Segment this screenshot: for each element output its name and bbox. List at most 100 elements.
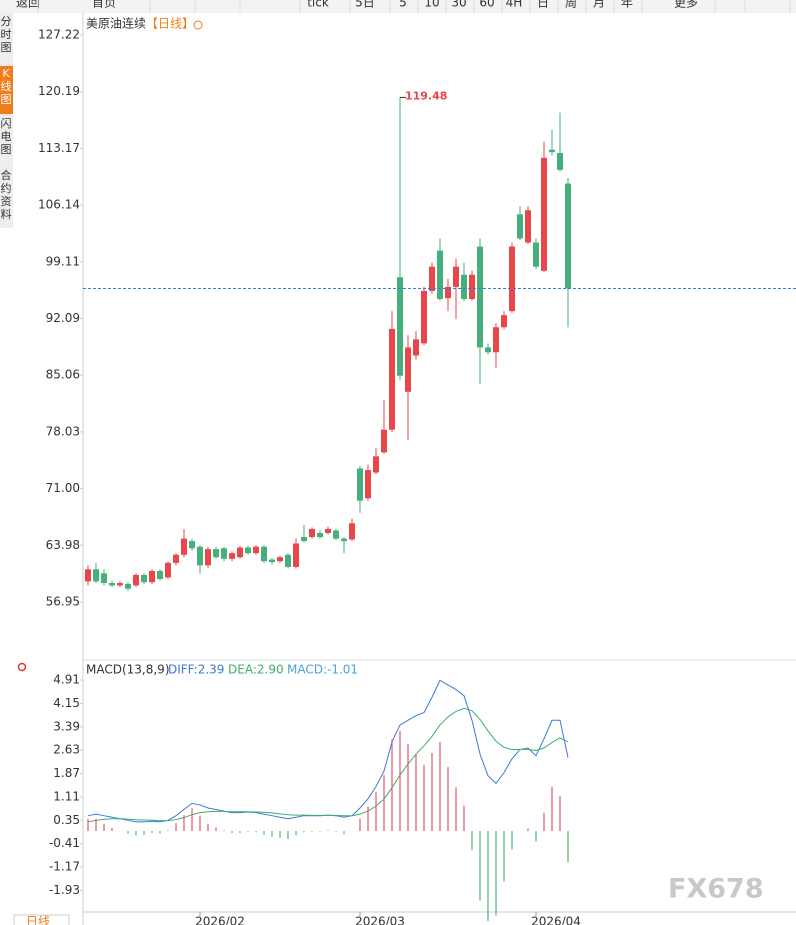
y-tick-label: 3.39 <box>53 719 80 733</box>
watermark: FX678 <box>668 874 764 905</box>
candle-body <box>101 573 107 584</box>
sidebar-tab[interactable]: 合约资料 <box>1 168 12 221</box>
candle-body <box>213 549 219 558</box>
toolbar-button[interactable]: 日 <box>537 0 549 10</box>
candle-body <box>381 429 387 453</box>
candle-body <box>93 569 99 582</box>
candle-body <box>181 538 187 555</box>
active-tab-bg <box>0 66 13 114</box>
toolbar-button[interactable]: 更多 <box>674 0 698 10</box>
legend-entry: DEA:2.90 <box>228 663 284 677</box>
sidebar-tab[interactable]: 分时图 <box>1 15 12 54</box>
candle-body <box>141 574 147 583</box>
toolbar-button[interactable]: 5 <box>399 0 407 10</box>
candle-body <box>429 266 435 291</box>
y-tick-label: 78.03 <box>46 424 80 438</box>
candle-body <box>357 468 363 501</box>
toolbar <box>0 0 796 13</box>
candle-body <box>205 549 211 566</box>
candle-body <box>517 214 523 239</box>
candle-body <box>557 152 563 170</box>
y-tick-label: 85.06 <box>46 368 80 382</box>
candle-body <box>253 546 259 554</box>
candle-body <box>317 532 323 538</box>
y-tick-label: 4.15 <box>53 696 80 710</box>
candle-body <box>189 541 195 549</box>
candle-body <box>541 157 547 271</box>
macd-line <box>87 679 569 823</box>
candle-body <box>309 528 315 538</box>
period-label[interactable]: 【日线】 <box>146 17 194 31</box>
y-tick-label: -1.93 <box>49 883 80 897</box>
toolbar-button[interactable]: 周 <box>565 0 577 10</box>
candle-body <box>117 583 123 586</box>
settings-icon[interactable] <box>17 662 27 672</box>
add-icon[interactable] <box>193 20 203 30</box>
candle-body <box>109 583 115 586</box>
candle-body <box>149 570 155 583</box>
candle-body <box>445 286 451 299</box>
y-tick-label: -0.41 <box>49 836 80 850</box>
candle-body <box>413 339 419 356</box>
candle-body <box>437 250 443 299</box>
y-tick-label: 1.87 <box>53 766 80 780</box>
y-tick-label: 63.98 <box>46 538 80 552</box>
candle-body <box>341 538 347 542</box>
candle-body <box>85 569 91 582</box>
sidebar-tab[interactable]: 闪电图 <box>1 116 12 156</box>
y-tick-label: 113.17 <box>38 141 80 155</box>
candle-body <box>293 543 299 567</box>
y-tick-label: 99.11 <box>46 254 80 268</box>
macd-title: MACD(13,8,9) <box>86 663 170 677</box>
y-tick-label: 120.19 <box>38 84 80 98</box>
candle-body <box>525 210 531 243</box>
candle-body <box>197 546 203 566</box>
y-tick-label: 56.95 <box>46 594 80 608</box>
toolbar-button[interactable]: 首页 <box>92 0 116 10</box>
x-tick-label: 2026/04 <box>531 915 581 925</box>
candle-body <box>125 583 131 589</box>
candle-body <box>333 530 339 539</box>
macd-line <box>87 707 569 823</box>
candle-body <box>157 570 163 579</box>
candle-body <box>421 290 427 344</box>
candle-body <box>453 266 459 287</box>
candle-body <box>173 554 179 563</box>
toolbar-button[interactable]: 月 <box>593 0 605 10</box>
toolbar-button[interactable]: 10 <box>424 0 439 10</box>
candle-body <box>373 456 379 473</box>
candle-body <box>565 183 571 289</box>
candle-body <box>549 149 555 153</box>
x-tick-label: 2026/02 <box>195 915 245 925</box>
sidebar-tab[interactable]: K 线图 <box>1 67 12 106</box>
y-tick-label: 4.91 <box>53 673 80 687</box>
y-tick-label: 106.14 <box>38 198 80 212</box>
candle-body <box>277 557 283 562</box>
toolbar-button[interactable]: 30 <box>451 0 466 10</box>
toolbar-button[interactable]: 60 <box>479 0 494 10</box>
toolbar-button[interactable]: 返回 <box>16 0 40 10</box>
footer-tab[interactable]: 日线 <box>26 915 50 925</box>
candle-body <box>165 562 171 578</box>
legend-entry: MACD:-1.01 <box>287 663 358 677</box>
footer-tab-bg[interactable] <box>13 914 70 925</box>
toolbar-button[interactable]: 4H <box>506 0 523 10</box>
candle-body <box>245 547 251 554</box>
max-label: 119.48 <box>405 89 447 102</box>
candle-body <box>389 328 395 430</box>
candle-body <box>133 574 139 586</box>
candle-body <box>285 554 291 567</box>
candle-body <box>221 548 227 559</box>
toolbar-button[interactable]: 年 <box>621 0 633 10</box>
candle-body <box>461 274 467 299</box>
toolbar-button[interactable]: tick <box>307 0 329 10</box>
candle-body <box>269 559 275 563</box>
candle-body <box>501 315 507 328</box>
toolbar-button[interactable]: 5日 <box>355 0 375 10</box>
candle-body <box>493 327 499 353</box>
candle-body <box>229 553 235 559</box>
candle-body <box>469 274 475 299</box>
candle-body <box>397 277 403 376</box>
y-tick-label: 92.09 <box>46 311 80 325</box>
